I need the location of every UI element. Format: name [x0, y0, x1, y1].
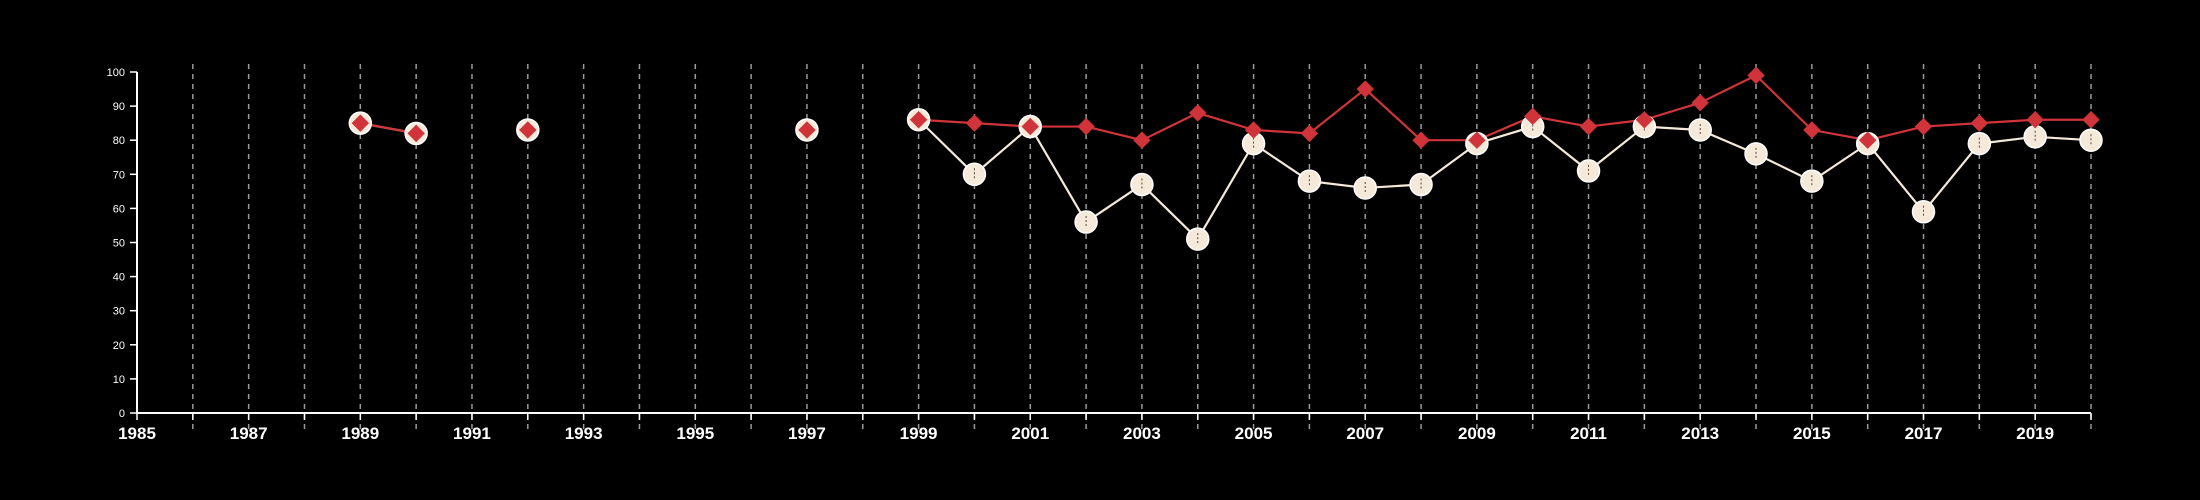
x-tick-label: 2003 [1123, 424, 1161, 443]
tick-labels: 0 10 20 30 40 50 60 70 80 90 100 1985 1987 1989 1991 19… [107, 67, 2054, 443]
diamond-marker-2008 [1412, 131, 1430, 149]
y-tick-label: 30 [113, 306, 125, 318]
x-tick-label: 2005 [1235, 424, 1273, 443]
diamond-marker-2013 [1691, 93, 1709, 112]
series-circle-line [917, 118, 2092, 241]
diamond-marker-1992 [519, 121, 537, 139]
circle-marker-2019 [2023, 125, 2047, 149]
y-tick-label: 80 [113, 135, 125, 147]
diamond-marker-2002 [1077, 117, 1095, 136]
circle-marker-2003 [1130, 172, 1154, 197]
diamond-marker-2016 [1858, 131, 1877, 149]
diamond-marker-2017 [1914, 117, 1933, 136]
series-markers [348, 66, 2103, 251]
circle-marker-2002 [1074, 210, 1098, 234]
x-tick-label: 2001 [1011, 424, 1049, 443]
diamond-marker-2010 [1524, 107, 1542, 126]
diamond-marker-2000 [965, 114, 984, 132]
x-tick-label: 1993 [565, 424, 603, 443]
diamond-marker-2019 [2026, 111, 2044, 129]
circle-marker-2007 [1353, 176, 1377, 200]
circle-marker-2006 [1297, 169, 1322, 193]
diamond-marker-2014 [1747, 66, 1765, 85]
y-tick-label: 60 [113, 203, 125, 215]
diamond-marker-1997 [798, 121, 816, 139]
diamond-marker-2005 [1244, 121, 1263, 139]
diamond-marker-2018 [1970, 114, 1989, 132]
x-tick-label: 2007 [1346, 424, 1384, 443]
diamond-marker-2009 [1468, 131, 1486, 149]
circle-marker-2008 [1409, 172, 1433, 197]
grid-lines [192, 64, 2092, 430]
circle-marker-2011 [1576, 159, 1601, 183]
circle-marker-2015 [1800, 169, 1824, 193]
x-tick-label: 1995 [676, 424, 714, 443]
circle-marker-2004 [1185, 227, 1210, 251]
axes [130, 71, 2092, 420]
x-tick-label: 1989 [341, 424, 379, 443]
x-tick-label: 1985 [118, 424, 156, 443]
circle-marker-2000 [962, 162, 987, 187]
x-tick-label: 1987 [230, 424, 268, 443]
y-tick-label: 70 [113, 169, 125, 181]
x-tick-label: 1997 [788, 424, 826, 443]
diamond-marker-2006 [1300, 124, 1319, 143]
diamond-marker-2011 [1579, 117, 1598, 136]
y-tick-label: 10 [113, 374, 125, 386]
diamond-marker-1989 [351, 114, 370, 132]
circle-marker-2020 [2079, 128, 2103, 152]
series-diamond-line [918, 74, 2091, 142]
x-tick-label: 1999 [900, 424, 938, 443]
diamond-marker-2003 [1133, 131, 1151, 149]
circle-marker-2013 [1688, 118, 1712, 142]
diamond-marker-2001 [1021, 117, 1039, 136]
x-tick-label: 2019 [2016, 424, 2054, 443]
y-tick-label: 20 [113, 340, 125, 352]
y-tick-label: 100 [107, 67, 125, 79]
x-tick-label: 2009 [1458, 424, 1496, 443]
diamond-marker-2004 [1189, 104, 1207, 122]
x-tick-label: 2015 [1793, 424, 1831, 443]
circle-marker-2014 [1744, 142, 1768, 166]
circle-marker-2017 [1911, 200, 1936, 224]
y-tick-label: 0 [119, 408, 125, 420]
diamond-marker-2015 [1803, 121, 1821, 139]
diamond-marker-2012 [1635, 111, 1654, 129]
series-lines [360, 74, 2092, 241]
diamond-marker-1990 [407, 124, 425, 143]
diamond-marker-1999 [909, 111, 928, 129]
diamond-marker-2020 [2082, 111, 2100, 129]
x-tick-label: 2011 [1570, 424, 1607, 443]
x-tick-label: 1991 [453, 424, 491, 443]
diamond-marker-2007 [1356, 80, 1374, 98]
y-tick-label: 90 [113, 101, 125, 113]
y-tick-label: 50 [113, 238, 125, 250]
x-tick-label: 2013 [1681, 424, 1719, 443]
circle-marker-2018 [1967, 131, 1992, 156]
y-tick-label: 40 [113, 272, 125, 284]
x-tick-label: 2017 [1905, 424, 1943, 443]
